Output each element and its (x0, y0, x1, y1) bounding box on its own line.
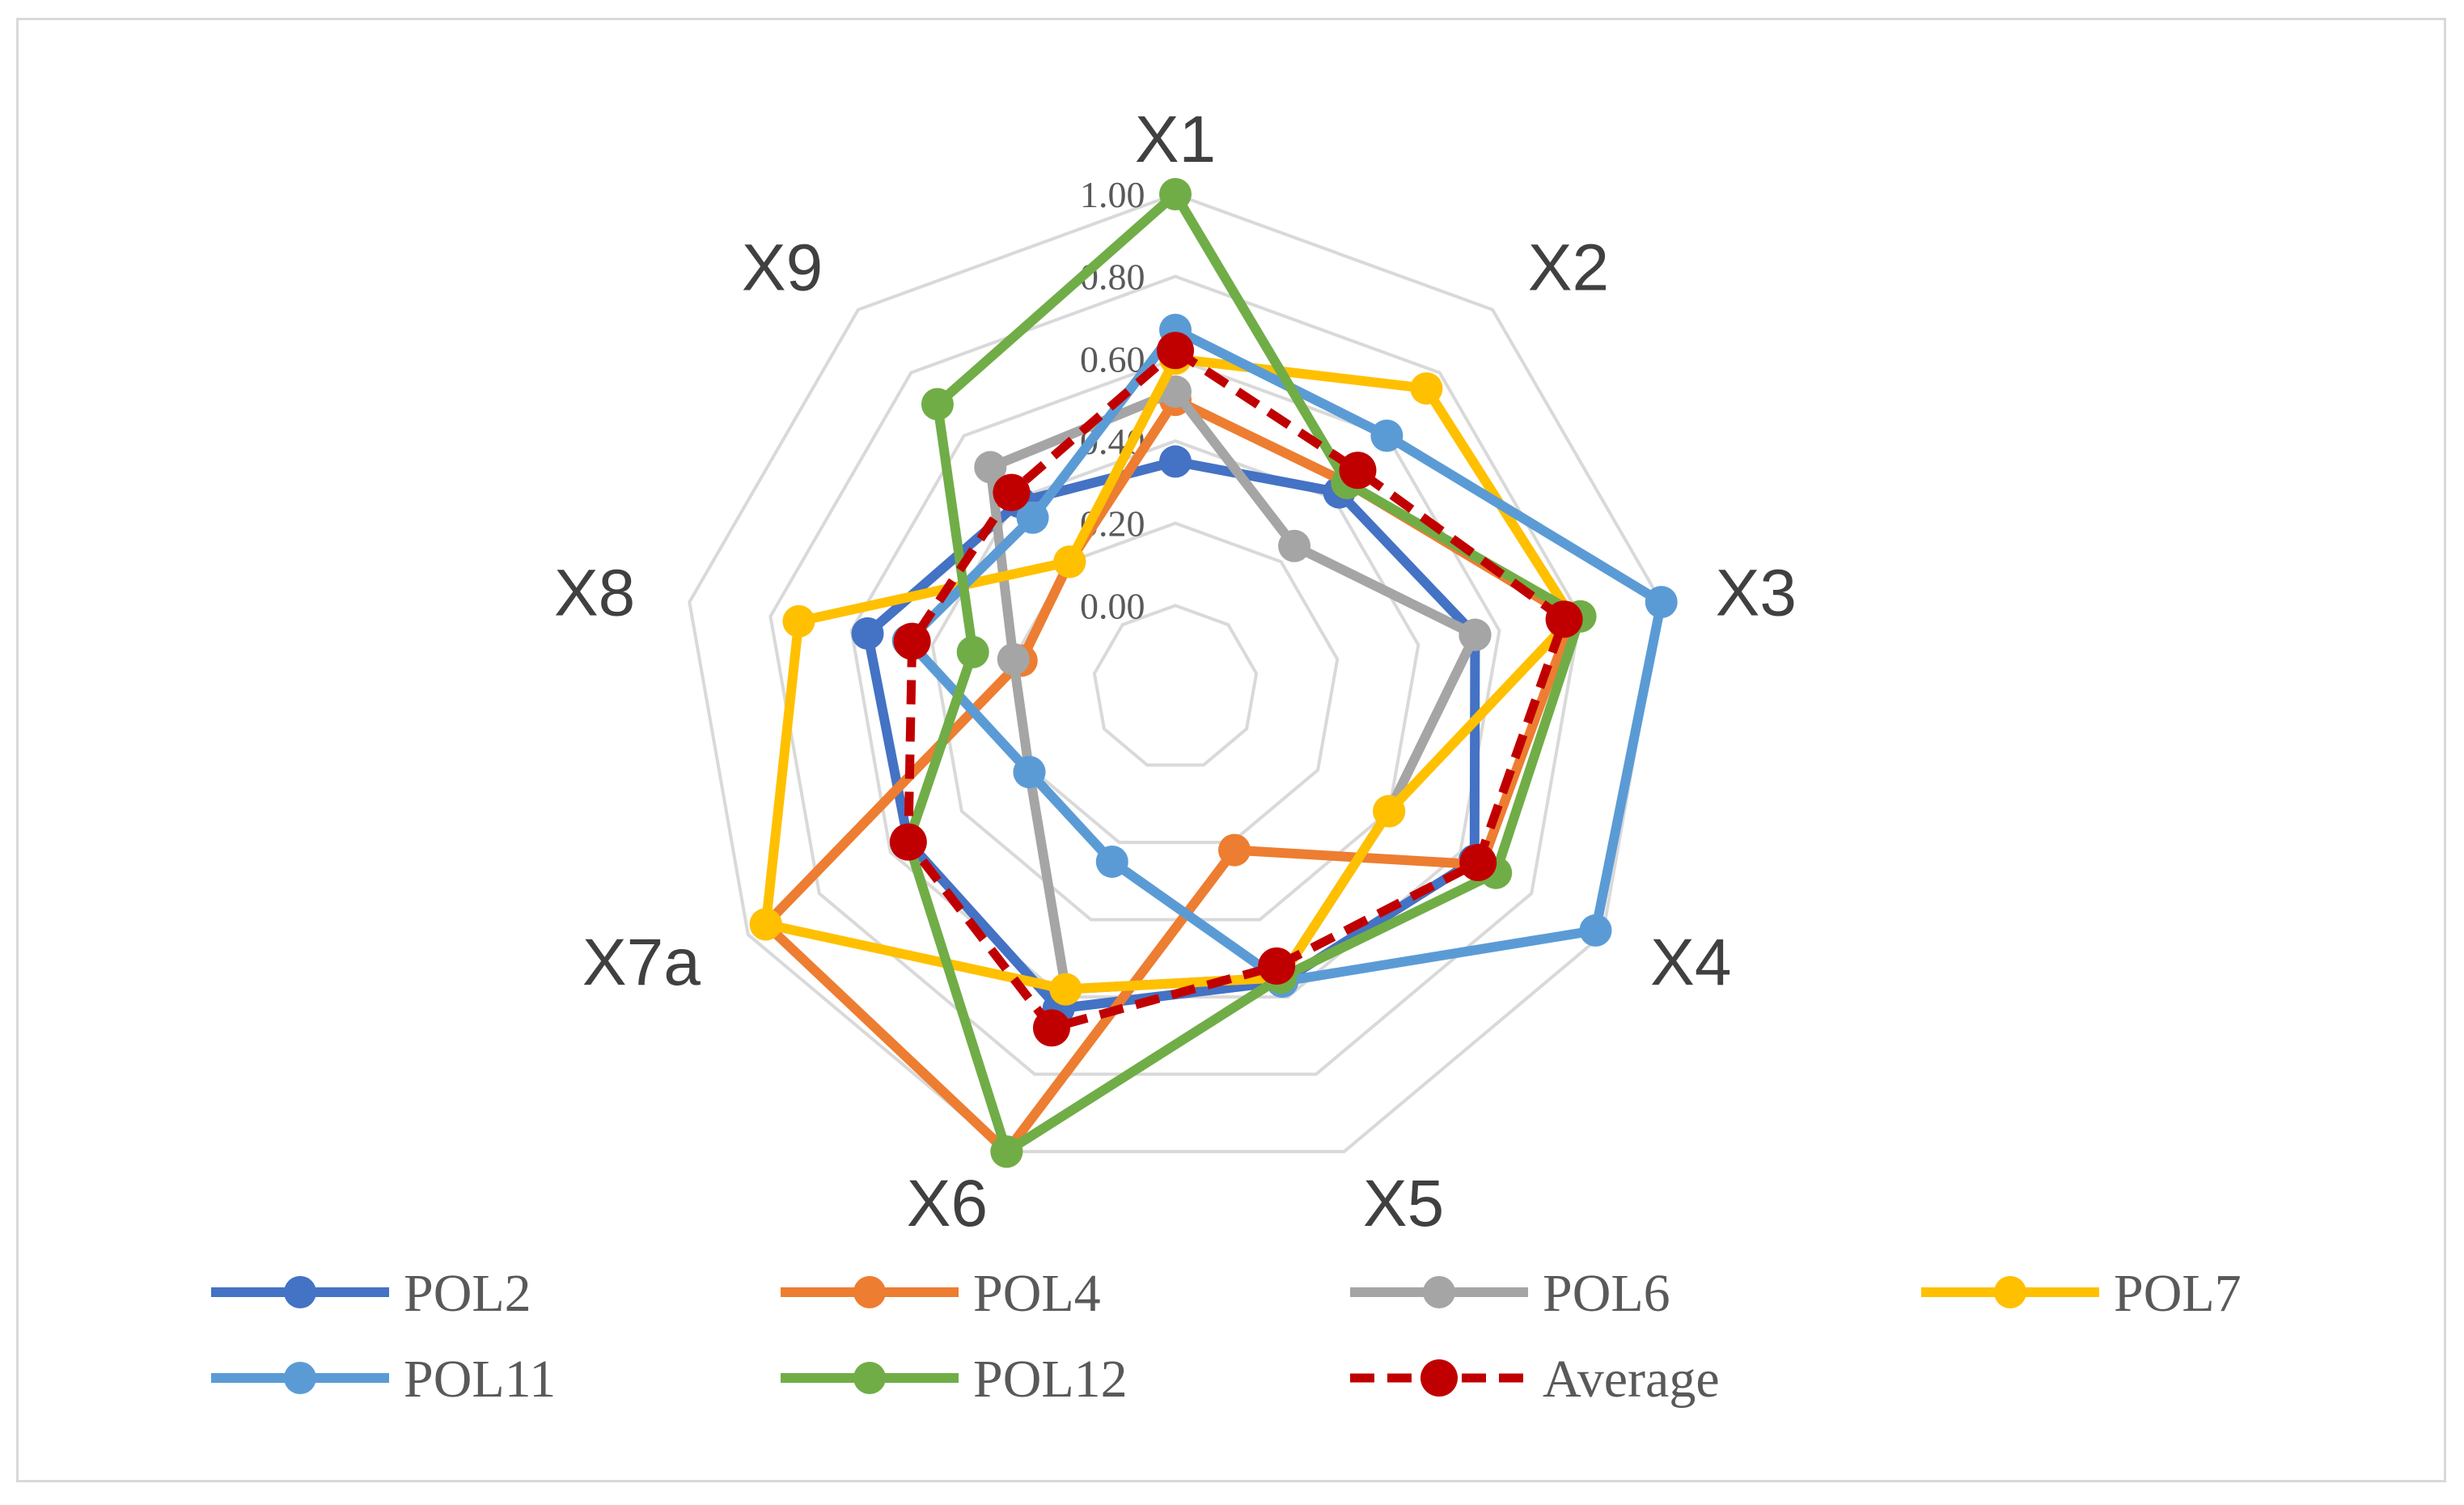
point-pol12-x6 (990, 1135, 1023, 1168)
legend-label-pol4: POL4 (973, 1264, 1101, 1323)
point-pol4-x5 (1218, 833, 1251, 867)
series-average (889, 332, 1583, 1047)
point-pol6-x8 (997, 642, 1030, 676)
axis-label-x2: X2 (1528, 231, 1609, 305)
legend-label-average: Average (1543, 1350, 1720, 1409)
axis-label-x1: X1 (1135, 103, 1216, 176)
point-pol12-x9 (921, 388, 954, 421)
point-pol7-x4 (1373, 795, 1406, 828)
series-line-pol2 (862, 456, 1480, 1014)
legend-item-pol12: POL12 (781, 1350, 1128, 1409)
legend-item-pol6: POL6 (1350, 1264, 1670, 1323)
series-pol11 (891, 313, 1678, 998)
point-pol11-x2 (1370, 419, 1403, 452)
legend: POL2 POL4 POL6 POL7 POL11 POL12 Average (211, 1264, 2242, 1409)
point-pol12-x1 (1159, 178, 1192, 210)
series-line-pol11 (903, 324, 1666, 987)
axis-label-x7a: X7a (582, 926, 701, 999)
tick-label-0: 0.00 (1080, 585, 1145, 626)
point-average-x9 (993, 473, 1031, 511)
grid-ring-5 (688, 192, 1663, 1154)
legend-marker-pol7 (1994, 1276, 2026, 1308)
point-pol7-x9 (1053, 545, 1086, 579)
grid-ring-4 (768, 274, 1582, 1076)
grid-ring-0 (1092, 604, 1259, 767)
legend-marker-pol4 (853, 1276, 886, 1308)
point-pol12-x8 (956, 635, 989, 668)
point-pol6-x2 (1278, 529, 1311, 562)
point-pol6-x3 (1459, 618, 1492, 651)
legend-item-average: Average (1350, 1350, 1720, 1409)
point-pol11-x7a (1013, 756, 1046, 789)
point-pol11-x4 (1579, 914, 1612, 947)
chart-frame: 0.00 0.20 0.40 0.60 0.80 1.00 X1 X2 X3 X4 X5 X6 X7a… (16, 18, 2446, 1482)
legend-item-pol2: POL2 (211, 1264, 531, 1323)
point-average-x3 (1545, 600, 1583, 638)
point-pol7-x2 (1410, 372, 1443, 405)
point-pol7-x7a (749, 908, 782, 941)
legend-label-pol12: POL12 (973, 1350, 1128, 1409)
point-average-x2 (1339, 451, 1377, 490)
point-pol11-x9 (1016, 501, 1049, 534)
point-pol11-x6 (1095, 845, 1128, 878)
point-pol2-x8 (851, 617, 884, 650)
point-average-x7a (889, 823, 927, 861)
tick-label-5: 1.00 (1080, 174, 1145, 215)
axis-label-x3: X3 (1716, 556, 1797, 630)
point-pol11-x3 (1645, 586, 1678, 619)
axis-label-x4: X4 (1650, 926, 1731, 999)
series-line-pol4 (760, 395, 1577, 1157)
point-pol6-x9 (974, 451, 1007, 484)
axis-label-x6: X6 (907, 1167, 988, 1240)
point-average-x1 (1157, 332, 1194, 370)
point-average-x6 (1033, 1009, 1071, 1047)
legend-label-pol2: POL2 (404, 1264, 531, 1323)
point-pol2-x1 (1159, 445, 1192, 478)
legend-marker-pol12 (853, 1362, 886, 1394)
legend-marker-pol2 (284, 1276, 316, 1308)
legend-label-pol6: POL6 (1543, 1264, 1670, 1323)
series-line-average (904, 346, 1569, 1032)
legend-label-pol11: POL11 (404, 1350, 556, 1409)
point-average-x5 (1258, 947, 1296, 985)
legend-item-pol7: POL7 (1921, 1264, 2242, 1323)
legend-label-pol7: POL7 (2114, 1264, 2242, 1323)
point-pol7-x6 (1049, 973, 1082, 1006)
point-average-x8 (893, 622, 931, 660)
point-average-x4 (1459, 844, 1497, 882)
legend-marker-pol6 (1423, 1276, 1455, 1308)
legend-marker-average (1420, 1359, 1458, 1397)
legend-marker-pol11 (284, 1362, 316, 1394)
legend-item-pol11: POL11 (211, 1350, 556, 1409)
tick-label-3: 0.60 (1080, 338, 1145, 379)
axis-label-x9: X9 (742, 231, 823, 305)
point-pol7-x8 (782, 604, 815, 638)
axis-label-x8: X8 (554, 556, 635, 630)
tick-label-4: 0.80 (1080, 256, 1145, 298)
axis-label-x5: X5 (1363, 1167, 1444, 1240)
radar-chart: 0.000.200.400.600.801.00 X1X2X3X4X5X6X7a… (211, 103, 2242, 1409)
data-series (749, 178, 1678, 1168)
legend-item-pol4: POL4 (781, 1264, 1101, 1323)
category-axis-labels: X1 X2 X3 X4 X5 X6 X7a X8 X9 (554, 103, 1797, 1240)
